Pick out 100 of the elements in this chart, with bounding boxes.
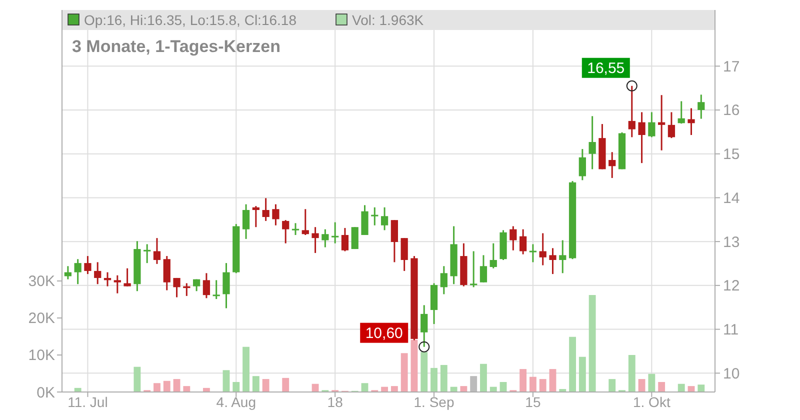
candlestick	[312, 226, 319, 254]
candlestick	[529, 243, 537, 263]
y-tick-label: 12	[723, 278, 740, 295]
candlestick	[371, 206, 378, 226]
candlestick	[698, 94, 705, 120]
y-tick-label: 17	[723, 58, 740, 76]
y-tick-label: 15	[723, 146, 740, 164]
bar	[539, 379, 546, 392]
x-tick-label: 15	[525, 394, 541, 410]
candlestick	[114, 274, 121, 294]
candlestick	[400, 237, 408, 272]
candlestick	[163, 255, 170, 291]
candlestick	[242, 204, 250, 240]
candlestick	[608, 151, 616, 179]
y2-tick-label: 20K	[28, 310, 55, 328]
candlestick	[322, 228, 329, 248]
candlestick	[578, 148, 586, 181]
candlestick	[144, 243, 151, 264]
x-tick-label: 4. Aug	[216, 394, 256, 410]
candlestick	[124, 268, 131, 288]
y-tick-label: 14	[723, 190, 740, 207]
candlestick	[678, 100, 685, 124]
bar	[222, 370, 230, 392]
candlestick	[510, 225, 517, 252]
candlestick	[390, 219, 398, 263]
candlestick	[480, 254, 488, 284]
bar	[698, 384, 705, 392]
bar	[480, 364, 487, 392]
bar	[163, 380, 170, 392]
candlestick	[638, 111, 646, 164]
bar	[390, 386, 398, 392]
candlestick	[74, 258, 82, 285]
candlestick	[222, 262, 230, 309]
bar	[430, 368, 438, 392]
candlestick	[470, 250, 478, 288]
candlestick	[559, 240, 566, 274]
text: 3 Monate, 1-Tages-Kerzen	[72, 37, 280, 56]
bar	[460, 386, 468, 392]
candlestick	[549, 247, 556, 275]
bar	[440, 364, 448, 392]
candlestick	[262, 197, 270, 222]
candlestick	[282, 219, 290, 244]
candlestick	[420, 304, 428, 348]
bar	[232, 382, 240, 392]
bar	[134, 366, 141, 392]
bar	[578, 356, 586, 392]
y2-tick-label: 0K	[36, 384, 55, 402]
bar	[529, 376, 536, 392]
candlestick	[688, 107, 695, 136]
bar	[549, 369, 556, 392]
bar	[608, 379, 616, 392]
candlestick	[648, 111, 656, 138]
candlestick	[173, 277, 180, 298]
annotation: 16,55	[587, 60, 625, 77]
bar	[262, 379, 270, 392]
bar	[638, 379, 646, 392]
y2-tick-label: 30K	[28, 273, 55, 290]
bar	[400, 353, 408, 392]
candlestick	[292, 222, 300, 236]
candlestick	[628, 85, 636, 138]
candlestick	[440, 265, 448, 295]
candlestick	[94, 261, 102, 285]
annotation: Vol: 1.963K	[352, 12, 424, 28]
candlestick	[668, 111, 676, 139]
y-tick-label: 10	[723, 365, 740, 382]
candlestick	[519, 228, 527, 256]
candlestick	[202, 272, 210, 299]
candlestick	[212, 279, 220, 300]
candlestick	[588, 115, 596, 170]
annotation: Op:16, Hi:16.35, Lo:15.8, Cl:16.18	[84, 12, 297, 28]
bar	[520, 369, 527, 392]
candlestick	[153, 237, 161, 265]
candlestick	[380, 206, 388, 231]
candlestick	[341, 227, 349, 252]
bar	[183, 386, 190, 392]
bar	[628, 354, 636, 392]
y-tick-label: 13	[723, 234, 740, 251]
y-tick-label: 16	[723, 102, 740, 120]
candlestick	[658, 94, 666, 152]
bar	[173, 379, 180, 392]
candlestick	[539, 232, 546, 266]
x-tick-label: 18	[327, 394, 344, 410]
y-tick-label: 11	[723, 322, 739, 339]
bar	[588, 295, 596, 392]
x-tick-label: 1. Sep	[414, 394, 454, 410]
candlestick	[252, 205, 260, 228]
candlestick	[302, 208, 309, 236]
bar	[658, 382, 666, 392]
candlestick	[104, 272, 112, 288]
annotation: 10,60	[365, 324, 403, 342]
y2-tick-label: 10K	[28, 347, 55, 364]
bar	[648, 374, 656, 392]
bar	[242, 346, 250, 392]
bar	[678, 384, 685, 392]
candlestick	[84, 255, 92, 275]
candlestick	[351, 226, 358, 250]
candlestick	[490, 242, 497, 270]
x-tick-label: 1. Okt	[633, 394, 670, 410]
candlestick	[332, 222, 339, 244]
bar	[282, 378, 290, 392]
